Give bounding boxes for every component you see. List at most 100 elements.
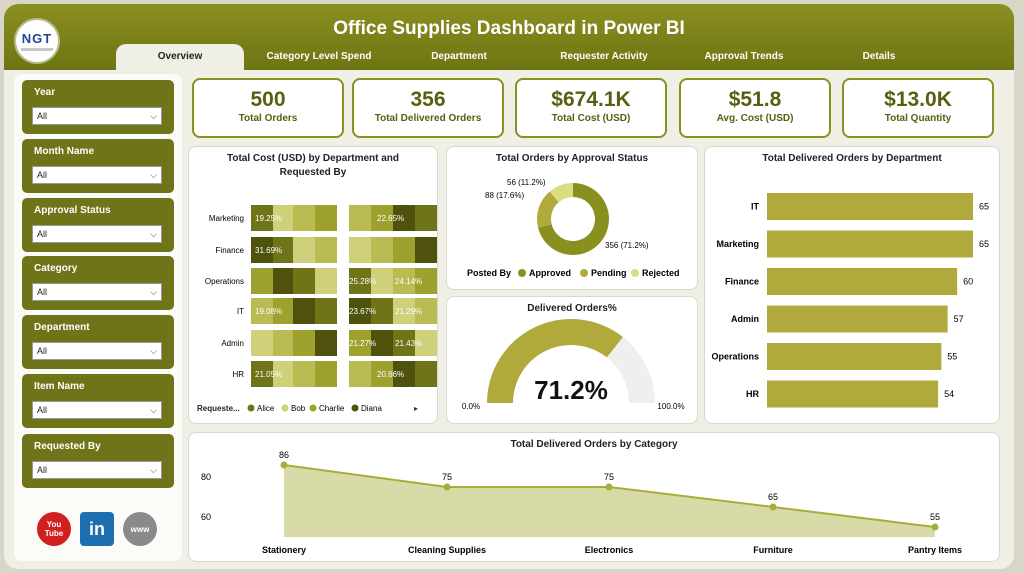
ribbon-segment[interactable]	[251, 298, 273, 324]
area-point[interactable]	[605, 483, 613, 491]
ribbon-segment[interactable]	[415, 205, 437, 231]
month-name-dropdown[interactable]: All ⌵	[32, 166, 162, 184]
area-point[interactable]	[931, 523, 939, 531]
ribbon-segment[interactable]	[293, 268, 315, 294]
ribbon-segment[interactable]	[393, 298, 415, 324]
x-tick-label: Pantry Items	[908, 545, 962, 555]
bar[interactable]	[767, 380, 939, 408]
ribbon-segment[interactable]	[251, 268, 273, 294]
data-label: 86	[279, 450, 289, 460]
tab-details[interactable]: Details	[862, 51, 896, 62]
ribbon-data-label: 19.25%	[255, 214, 282, 223]
ribbon-segment[interactable]	[415, 361, 437, 387]
ribbon-segment[interactable]	[315, 205, 337, 231]
bar[interactable]	[767, 230, 973, 258]
legend-next-arrow[interactable]: ▸	[414, 404, 418, 413]
ribbon-segment[interactable]	[293, 205, 315, 231]
category-dropdown[interactable]: All ⌵	[32, 283, 162, 301]
bar[interactable]	[767, 193, 973, 220]
bar-label: Operations	[711, 352, 759, 362]
ribbon-segment[interactable]	[371, 237, 393, 263]
ribbon-segment[interactable]	[251, 361, 273, 387]
ribbon-row-label: HR	[232, 370, 244, 379]
ribbon-segment[interactable]	[371, 268, 393, 294]
bar[interactable]	[767, 343, 942, 370]
legend-pending: Pending	[591, 268, 627, 278]
donut-slice[interactable]	[549, 183, 573, 203]
ribbon-segment[interactable]	[251, 237, 273, 263]
ribbon-segment[interactable]	[415, 330, 437, 356]
ribbon-segment[interactable]	[273, 268, 295, 294]
legend-approved: Approved	[529, 268, 571, 278]
legend-swatch-approved	[518, 269, 526, 277]
ribbon-segment[interactable]	[315, 237, 337, 263]
tab-overview[interactable]: Overview	[116, 44, 244, 70]
slicer-month-name: Month Name All ⌵	[22, 139, 174, 193]
donut-slice[interactable]	[537, 191, 559, 228]
ribbon-segment[interactable]	[293, 361, 315, 387]
ribbon-segment[interactable]	[371, 361, 393, 387]
ribbon-segment[interactable]	[415, 298, 437, 324]
tab-category-level-spend[interactable]: Category Level Spend	[266, 51, 372, 62]
chevron-down-icon: ⌵	[150, 287, 157, 297]
ribbon-segment[interactable]	[293, 298, 315, 324]
ribbon-segment[interactable]	[315, 330, 337, 356]
ribbon-segment[interactable]	[393, 330, 415, 356]
ribbon-segment[interactable]	[415, 268, 437, 294]
ribbon-segment[interactable]	[349, 330, 371, 356]
ribbon-segment[interactable]	[273, 330, 295, 356]
ribbon-segment[interactable]	[273, 298, 295, 324]
tab-approval-trends[interactable]: Approval Trends	[704, 51, 784, 62]
bar[interactable]	[767, 305, 948, 333]
ribbon-segment[interactable]	[393, 361, 415, 387]
requested-by-dropdown[interactable]: All ⌵	[32, 461, 162, 479]
ribbon-segment[interactable]	[349, 237, 371, 263]
slicer-label: Month Name	[34, 146, 94, 157]
ribbon-data-label: 31.69%	[255, 246, 282, 255]
area-point[interactable]	[280, 461, 288, 469]
data-label: 65	[768, 492, 778, 502]
ribbon-segment[interactable]	[371, 298, 393, 324]
ribbon-segment[interactable]	[315, 361, 337, 387]
approval-status-dropdown[interactable]: All ⌵	[32, 225, 162, 243]
ribbon-segment[interactable]	[293, 330, 315, 356]
item-name-dropdown[interactable]: All ⌵	[32, 401, 162, 419]
chevron-down-icon: ⌵	[150, 229, 157, 239]
web-icon[interactable]: www	[123, 512, 157, 546]
ribbon-segment[interactable]	[315, 268, 337, 294]
area-point[interactable]	[443, 483, 451, 491]
ribbon-segment[interactable]	[393, 205, 415, 231]
ribbon-segment[interactable]	[349, 205, 371, 231]
data-label: 75	[442, 472, 452, 482]
youtube-icon[interactable]: You Tube	[37, 512, 71, 546]
linkedin-icon[interactable]: in	[80, 512, 114, 546]
slicer-department: Department All ⌵	[22, 315, 174, 369]
ribbon-segment[interactable]	[349, 361, 371, 387]
area-point[interactable]	[769, 503, 777, 511]
ribbon-segment[interactable]	[415, 237, 437, 263]
tab-requester-activity[interactable]: Requester Activity	[560, 51, 648, 62]
ribbon-segment[interactable]	[371, 205, 393, 231]
ribbon-segment[interactable]	[293, 237, 315, 263]
department-dropdown[interactable]: All ⌵	[32, 342, 162, 360]
donut-chart: 356 (71.2%) 88 (17.6%) 56 (11.2%) Posted B…	[467, 178, 680, 278]
bar[interactable]	[767, 268, 958, 295]
ribbon-segment[interactable]	[349, 298, 371, 324]
x-tick-label: Cleaning Supplies	[408, 545, 486, 555]
chevron-down-icon: ⌵	[150, 170, 157, 180]
ribbon-segment[interactable]	[251, 330, 273, 356]
ribbon-segment[interactable]	[273, 237, 295, 263]
ribbon-segment[interactable]	[315, 298, 337, 324]
ribbon-segment[interactable]	[393, 268, 415, 294]
ribbon-segment[interactable]	[273, 205, 295, 231]
ribbon-row-label: Admin	[221, 339, 244, 348]
ribbon-segment[interactable]	[393, 237, 415, 263]
donut-slice[interactable]	[538, 183, 609, 255]
bar-label: Admin	[731, 314, 759, 324]
ribbon-segment[interactable]	[251, 205, 273, 231]
year-dropdown[interactable]: All ⌵	[32, 107, 162, 125]
ribbon-segment[interactable]	[273, 361, 295, 387]
ribbon-segment[interactable]	[349, 268, 371, 294]
ribbon-segment[interactable]	[371, 330, 393, 356]
tab-department[interactable]: Department	[431, 51, 487, 62]
